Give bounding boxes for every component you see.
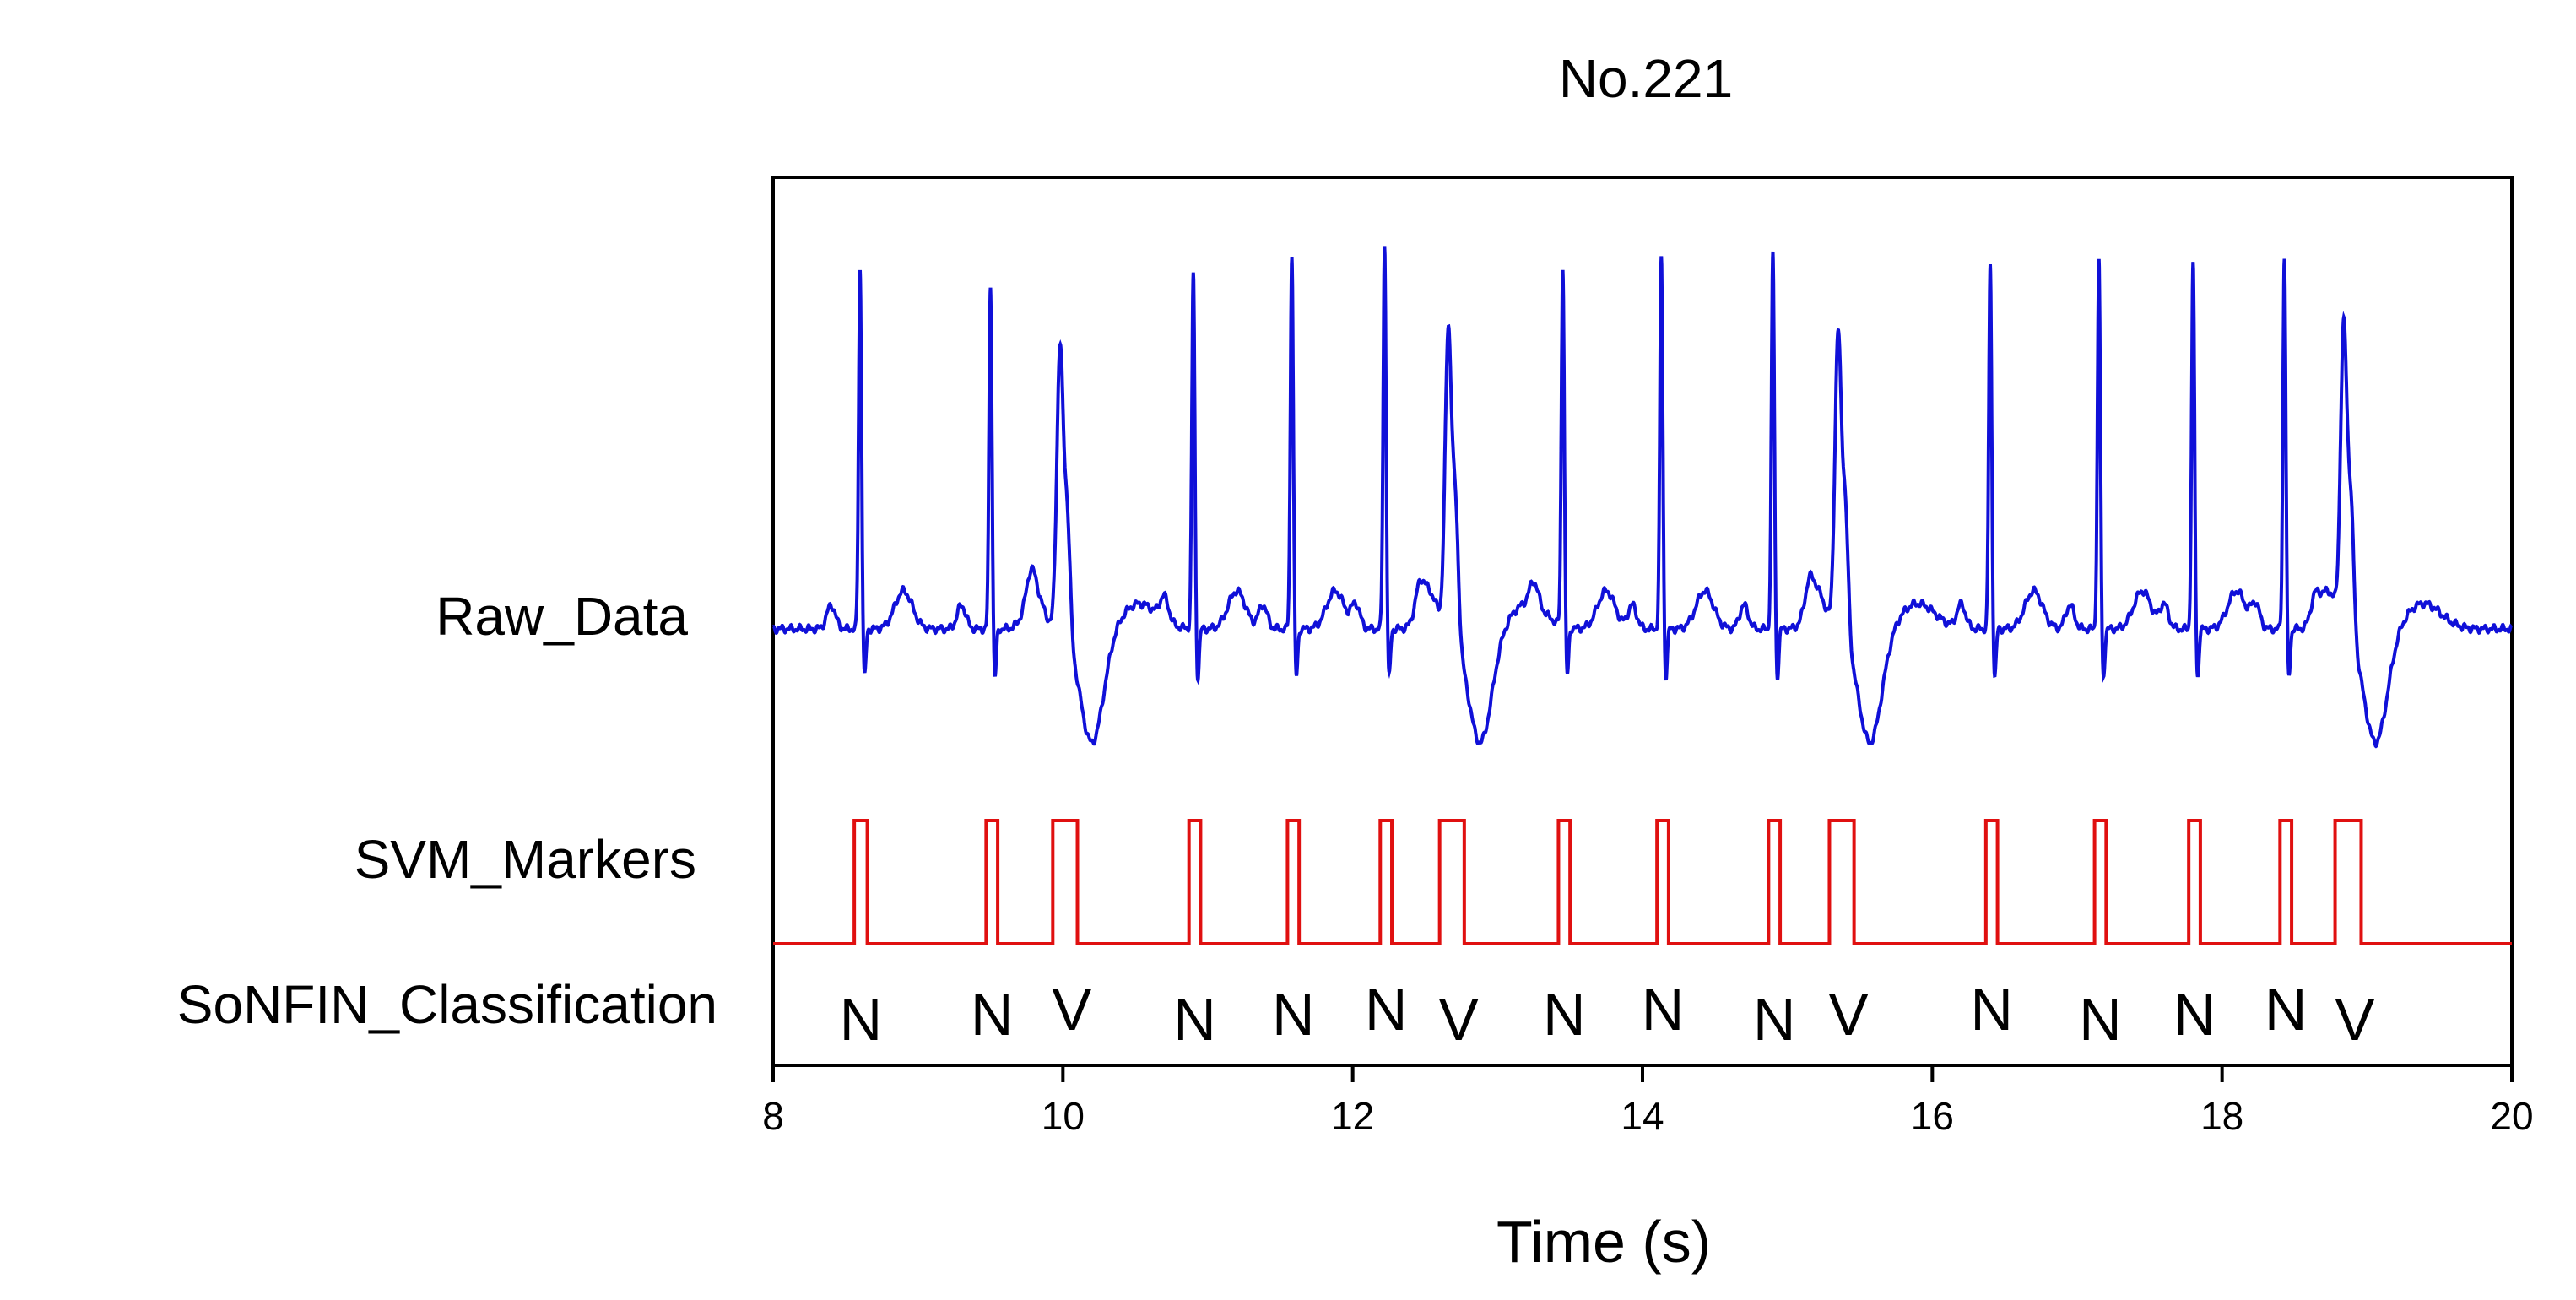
classification-label-normal: N [1173,987,1216,1053]
plot-frame [771,176,2514,1067]
x-axis-label: Time (s) [1496,1209,1711,1275]
classification-label-ventricular: V [2335,987,2375,1053]
raw-data-series [771,246,2514,749]
classification-label-normal: N [2265,977,2308,1043]
x-tick-label: 10 [1042,1094,1085,1138]
classification-label-normal: N [1365,977,1408,1043]
classification-label-normal: N [2173,982,2216,1048]
row-label-svm-markers: SVM_Markers [354,829,696,890]
raw-data-line [771,246,2514,749]
classification-label-normal: N [1272,982,1315,1048]
x-tick-label: 20 [2490,1094,2533,1138]
row-label-raw-data: Raw_Data [436,586,688,647]
classification-label-normal: N [1753,987,1796,1053]
svm-markers-series [773,819,2512,945]
classification-label-normal: N [840,987,883,1053]
x-tick-label: 18 [2200,1094,2243,1138]
svm-marker-line [773,819,2512,945]
x-axis-ticks: 8 10 12 14 16 18 20 [762,1065,2534,1138]
classification-label-ventricular: V [1829,982,1869,1048]
classification-label-normal: N [1970,977,2013,1043]
row-label-sonfin-classification: SoNFIN_Classification [177,974,717,1035]
classification-label-normal: N [2079,987,2122,1053]
x-tick-label: 12 [1331,1094,1374,1138]
classification-label-ventricular: V [1439,987,1479,1053]
classification-label-normal: N [1642,977,1685,1043]
classification-label-ventricular: V [1053,977,1092,1043]
classification-label-normal: N [1543,982,1586,1048]
chart-title: No.221 [1559,48,1733,109]
x-tick-label: 8 [762,1094,784,1138]
x-tick-label: 16 [1911,1094,1954,1138]
x-tick-label: 14 [1621,1094,1664,1138]
classification-label-normal: N [971,982,1014,1048]
